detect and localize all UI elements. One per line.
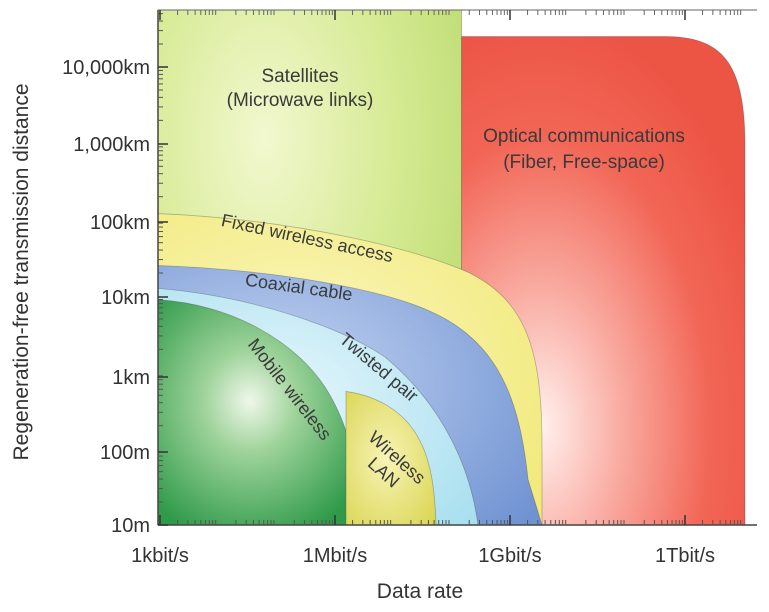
x-tick-label: 1kbit/s — [131, 545, 189, 567]
regions-layer — [157, 9, 746, 526]
satellites-label: Satellites (Microwave links) — [227, 66, 374, 111]
y-tick-label: 100m — [100, 442, 150, 464]
y-tick-label: 10,000km — [62, 57, 150, 79]
tick-labels-layer: 1kbit/s 1Mbit/s 1Gbit/s 1Tbit/s 10m 100m 1km 10… — [62, 57, 715, 567]
y-tick-label: 100km — [90, 212, 150, 234]
satellites-label-line-2: (Microwave links) — [227, 90, 374, 111]
y-axis-label: Regeneration-free transmission distance — [10, 83, 33, 460]
y-tick-label: 10m — [111, 515, 150, 537]
y-tick-label: 1,000km — [73, 134, 150, 156]
y-tick-label: 10km — [101, 287, 150, 309]
y-tick-label: 1km — [112, 367, 150, 389]
axes-layer — [157, 9, 757, 526]
x-tick-label: 1Tbit/s — [655, 545, 715, 567]
x-tick-label: 1Mbit/s — [303, 545, 367, 567]
x-axis-label: Data rate — [377, 580, 463, 603]
satellites-label-line-1: Satellites — [261, 66, 338, 87]
x-tick-label: 1Gbit/s — [478, 545, 541, 567]
wireless-lan-region — [345, 390, 437, 526]
optical-label-line-1: Optical communications — [483, 126, 685, 147]
optical-label: Optical communications (Fiber, Free-space… — [483, 126, 685, 173]
optical-label-line-2: (Fiber, Free-space) — [503, 152, 665, 173]
